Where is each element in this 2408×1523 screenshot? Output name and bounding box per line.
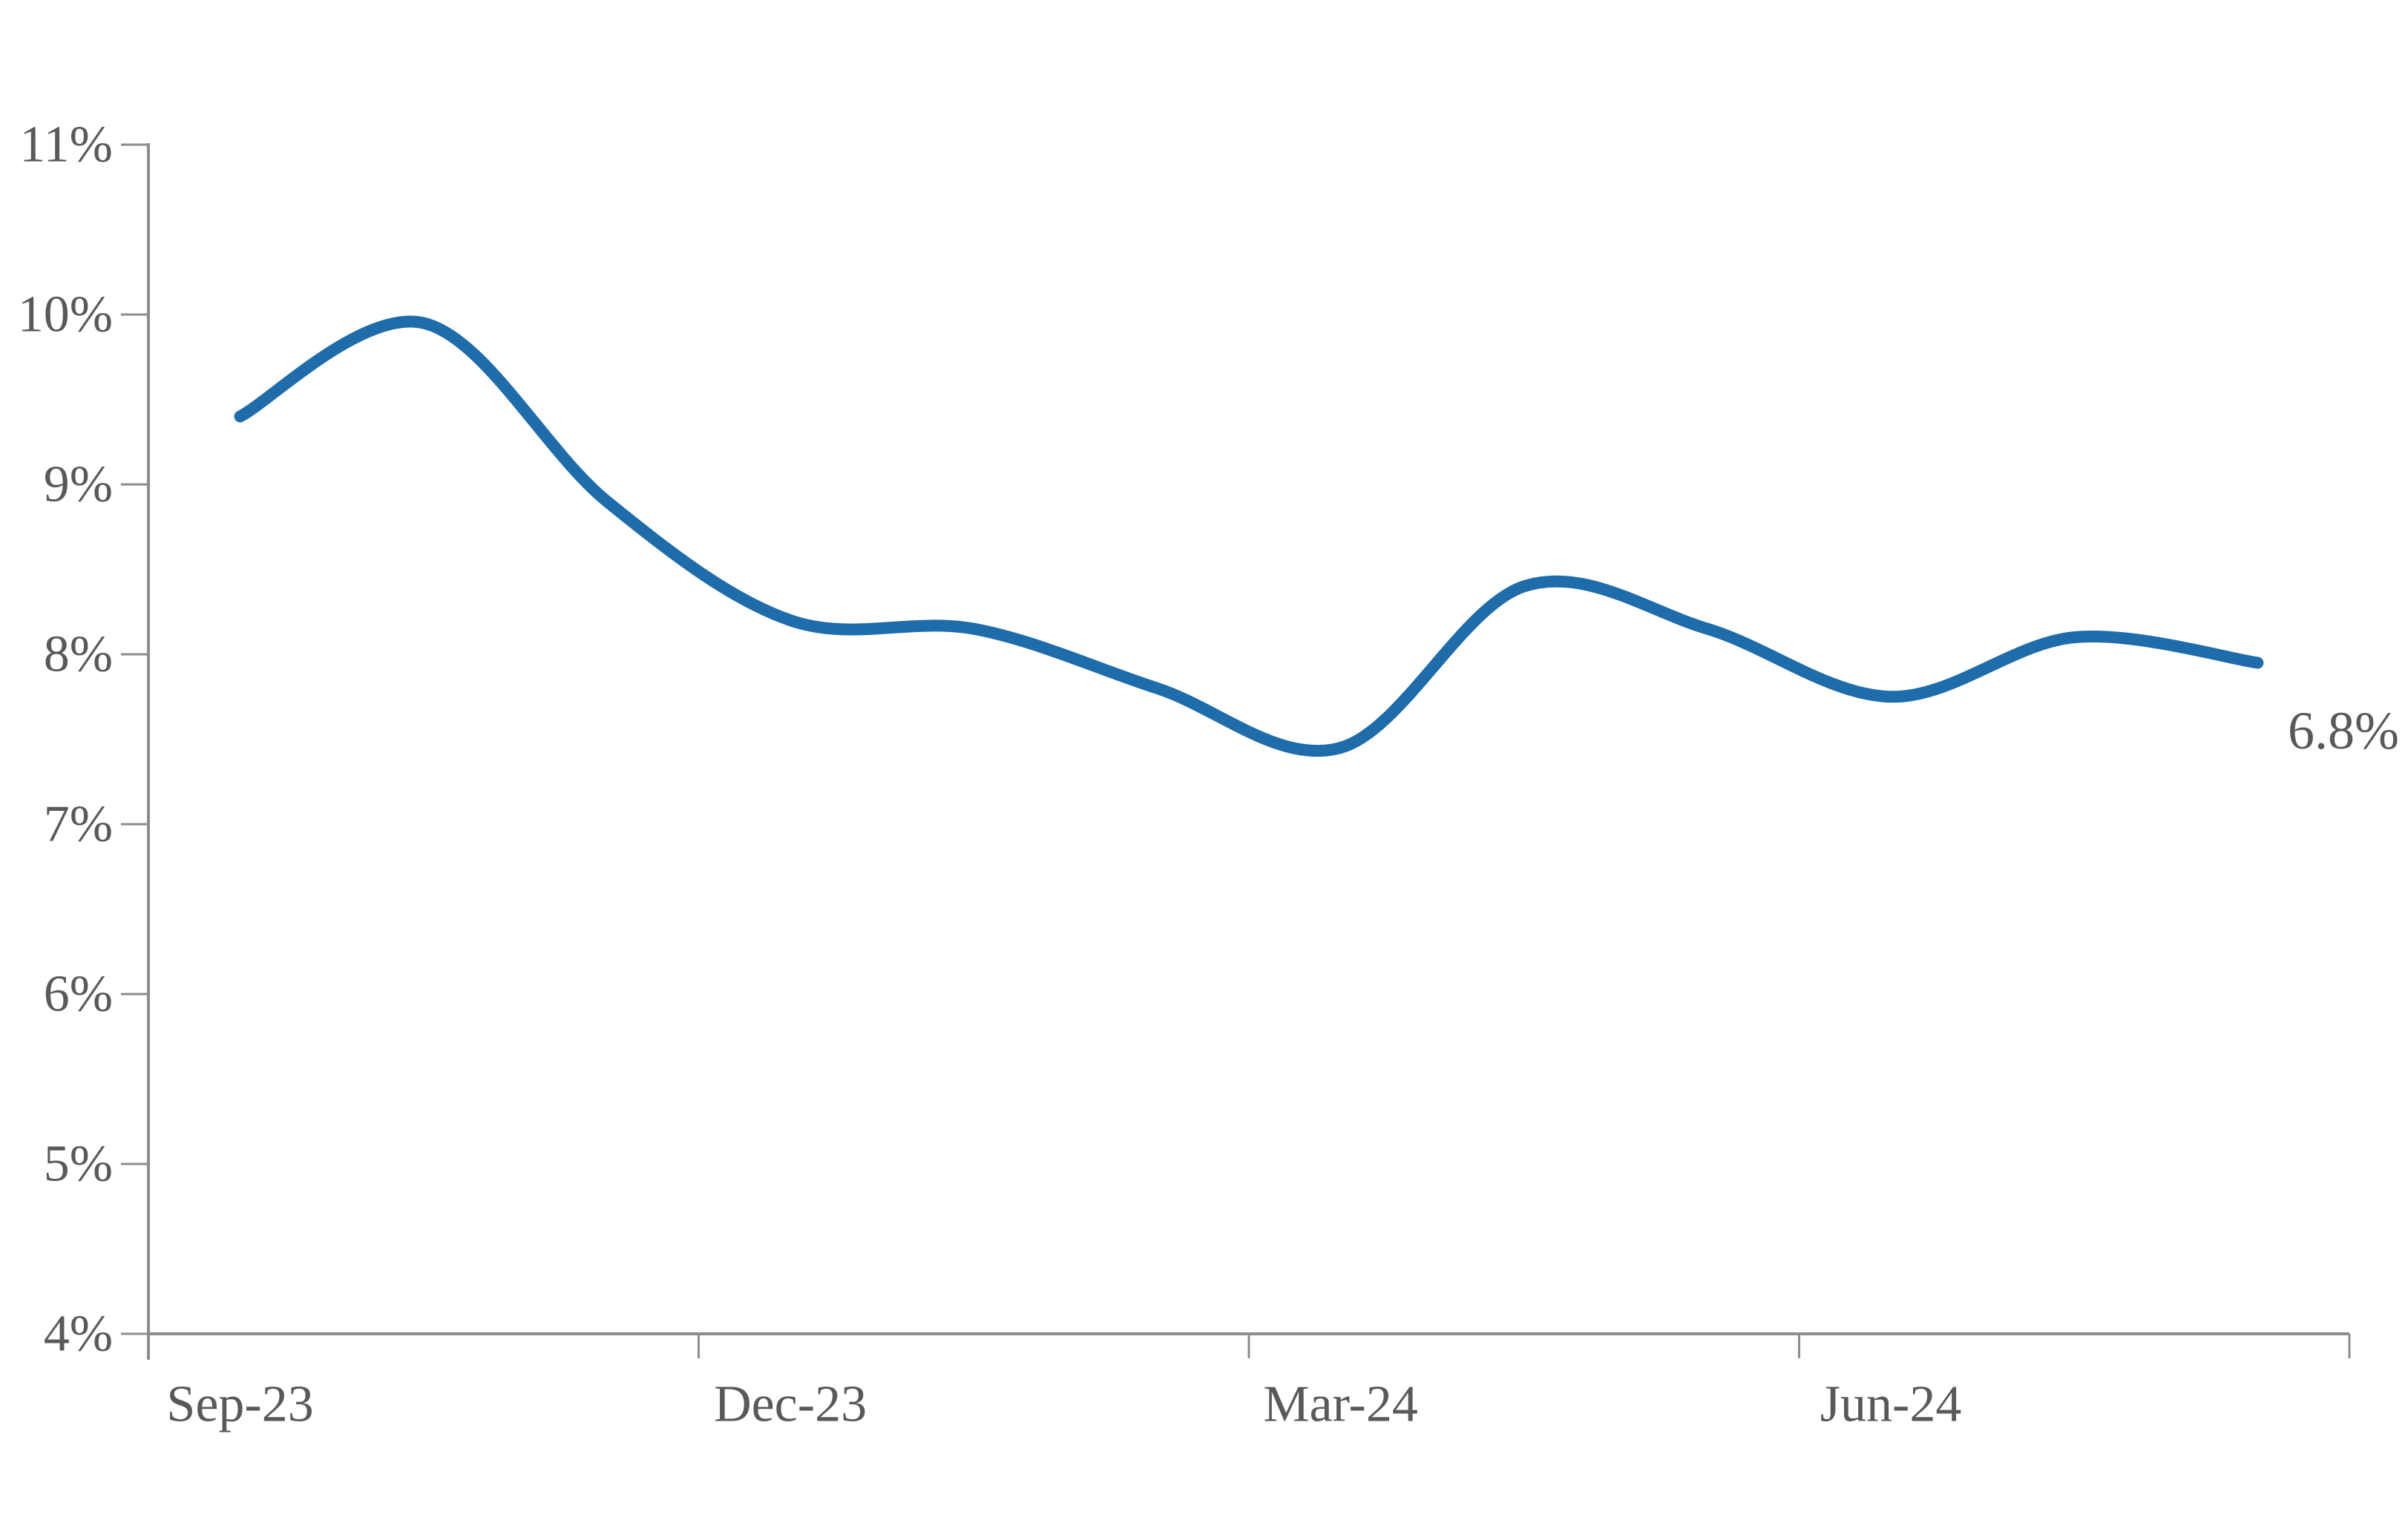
y-axis-label: 11%	[19, 116, 113, 174]
end-value-label: 6.8%	[2288, 701, 2399, 760]
y-axis-label: 6%	[44, 966, 113, 1023]
y-axis-label: 8%	[44, 626, 113, 683]
x-axis-label: Sep-23	[166, 1376, 313, 1433]
x-axis-label: Dec-23	[714, 1376, 867, 1433]
y-axis-label: 4%	[44, 1306, 113, 1363]
series-line	[234, 315, 2264, 757]
y-axis-label: 9%	[44, 456, 113, 513]
axes-layer	[121, 143, 2351, 1360]
series-layer	[234, 315, 2264, 757]
y-axis-label: 10%	[18, 286, 113, 343]
y-axis-label: 7%	[44, 796, 113, 853]
annotation-layer: 6.8%	[2288, 701, 2399, 760]
x-axis-label: Jun-24	[1820, 1376, 1962, 1433]
axis-labels-layer: 11% 10% 9% 8% 7% 6% 5% 4% Sep-23 Dec-23 Mar-24 Jun-…	[18, 116, 1962, 1433]
x-axis-label: Mar-24	[1263, 1376, 1418, 1433]
y-axis-label: 5%	[44, 1136, 113, 1193]
